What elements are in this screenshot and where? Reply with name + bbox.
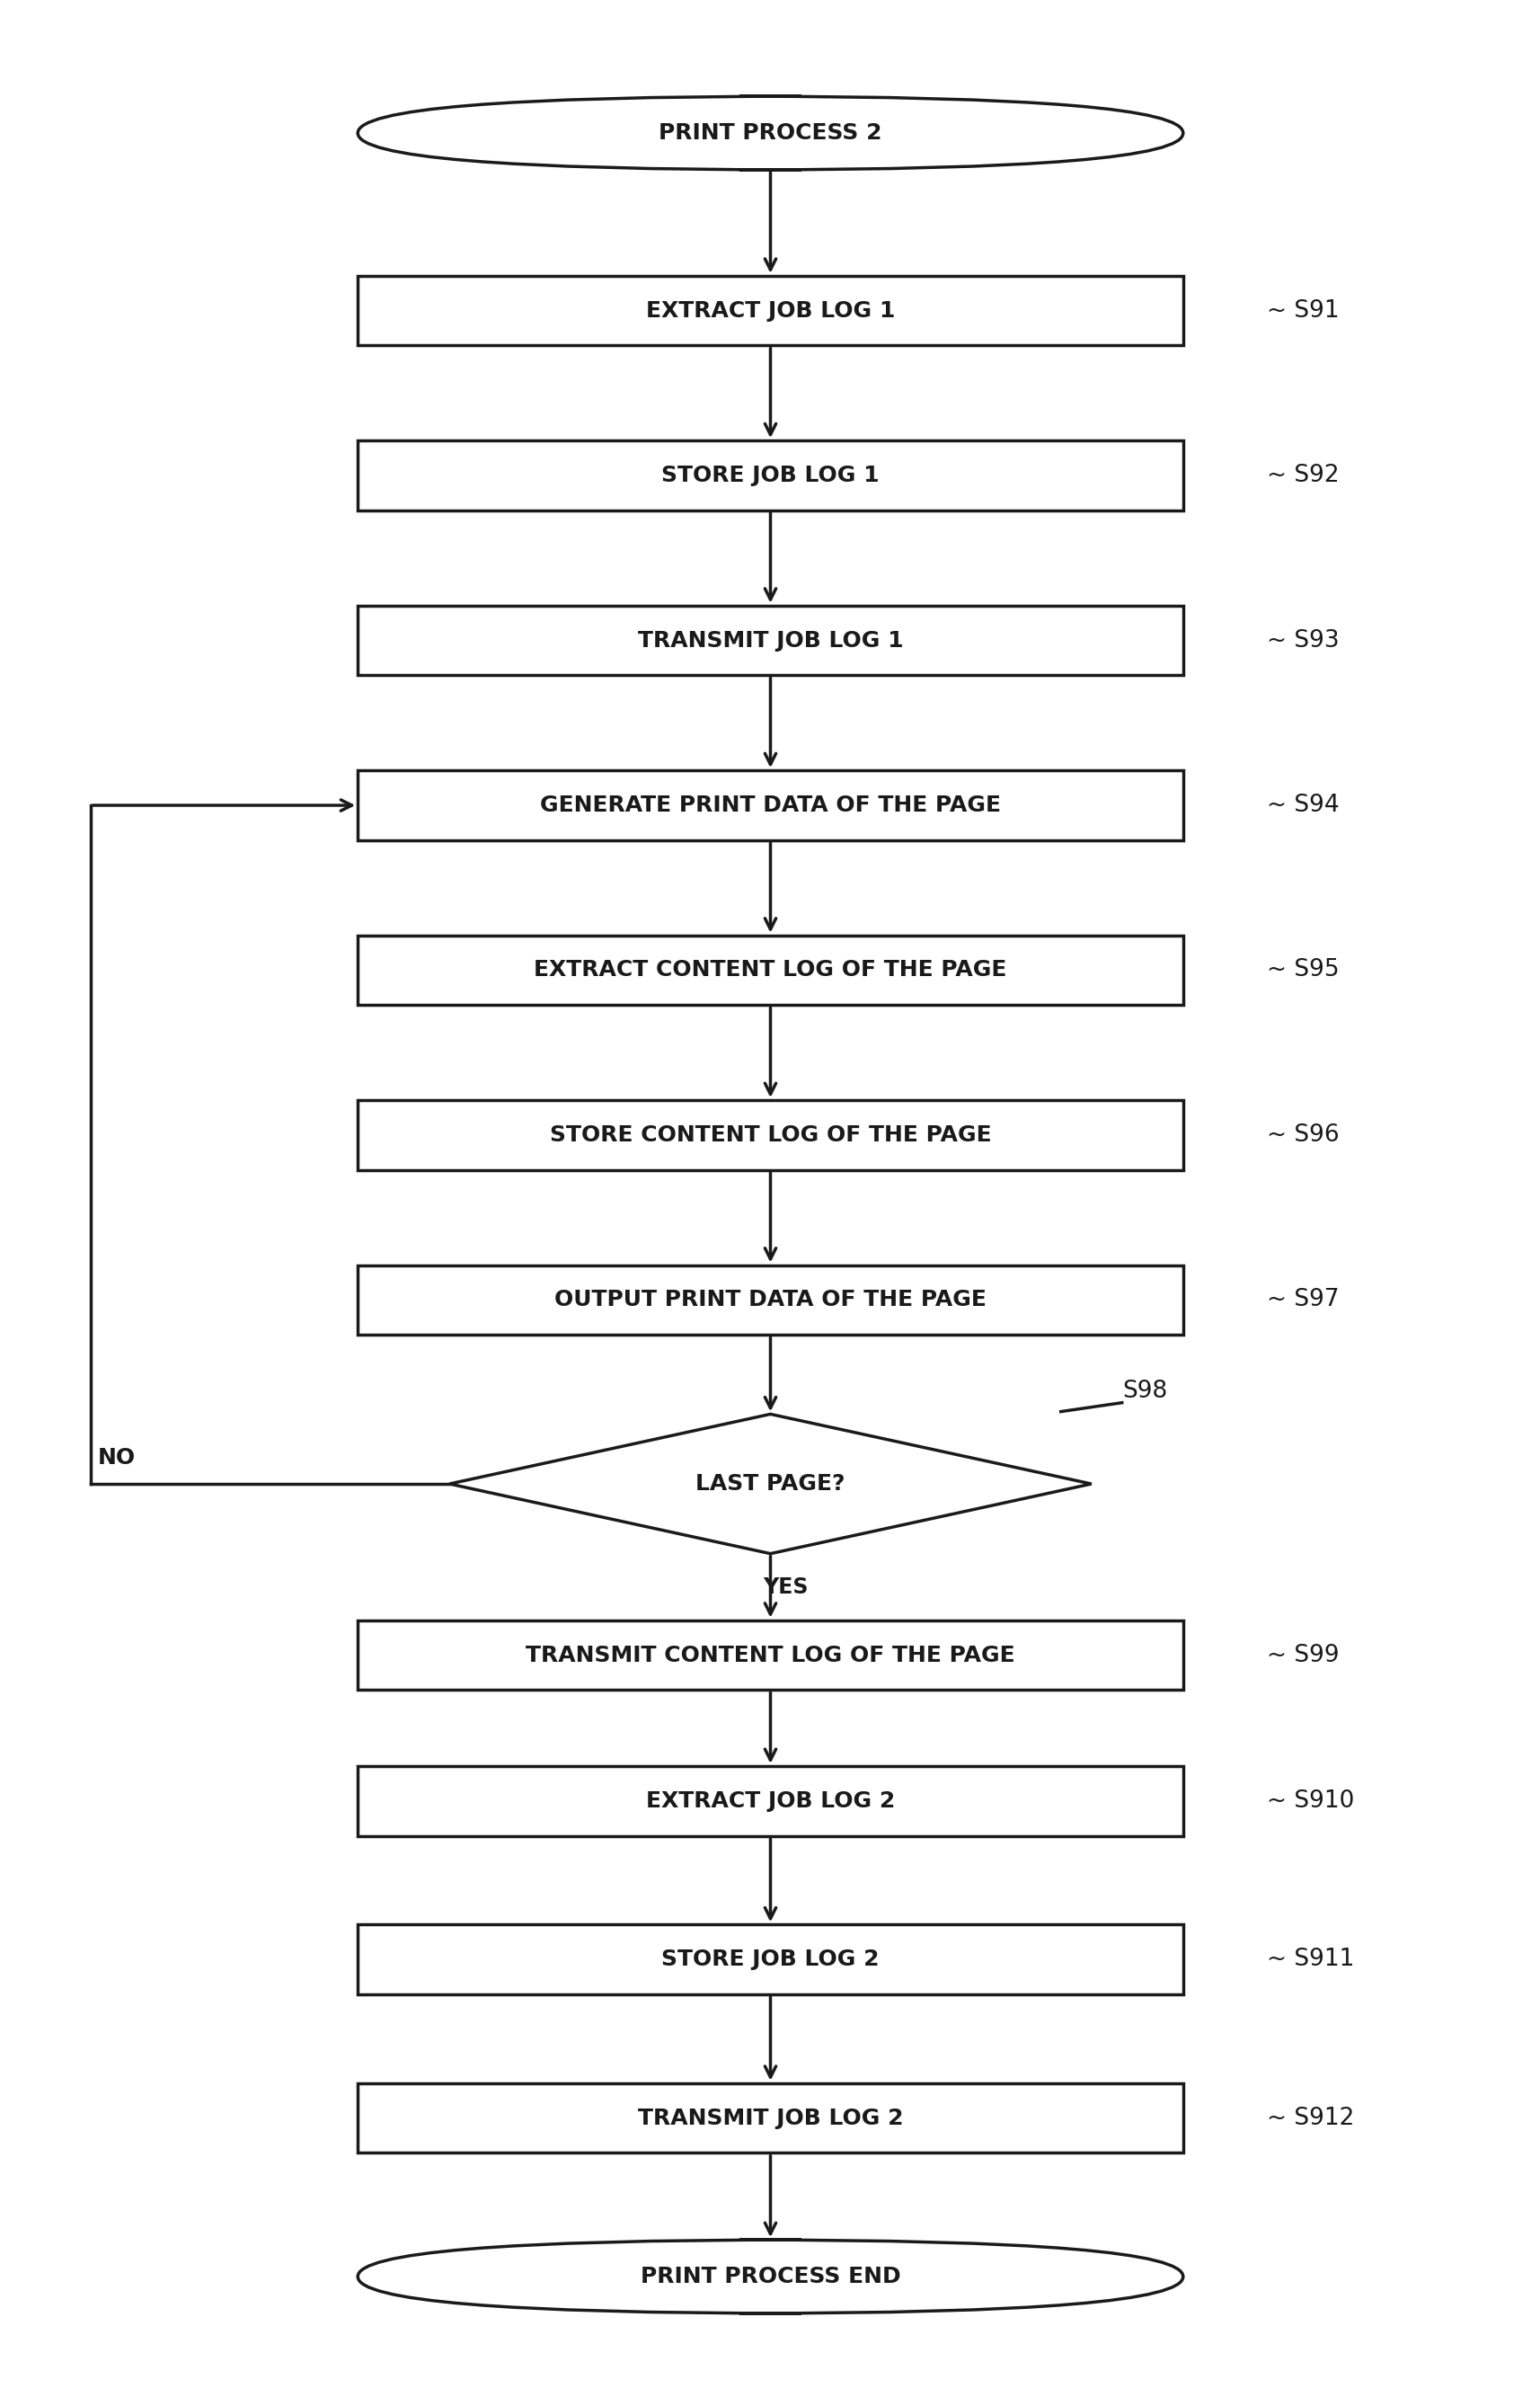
Text: ~ S92: ~ S92 xyxy=(1266,465,1338,487)
Text: OUTPUT PRINT DATA OF THE PAGE: OUTPUT PRINT DATA OF THE PAGE xyxy=(554,1290,986,1311)
Text: ~ S97: ~ S97 xyxy=(1266,1287,1338,1311)
Bar xyxy=(357,769,1183,841)
Text: STORE CONTENT LOG OF THE PAGE: STORE CONTENT LOG OF THE PAGE xyxy=(550,1124,990,1146)
Text: ~ S912: ~ S912 xyxy=(1266,2107,1354,2131)
Text: EXTRACT JOB LOG 2: EXTRACT JOB LOG 2 xyxy=(645,1791,895,1812)
FancyBboxPatch shape xyxy=(357,96,1183,170)
Text: TRANSMIT JOB LOG 1: TRANSMIT JOB LOG 1 xyxy=(638,630,902,652)
Text: GENERATE PRINT DATA OF THE PAGE: GENERATE PRINT DATA OF THE PAGE xyxy=(539,793,1001,815)
Bar xyxy=(357,1620,1183,1690)
Text: PRINT PROCESS END: PRINT PROCESS END xyxy=(641,2265,899,2287)
Bar xyxy=(357,935,1183,1004)
Bar xyxy=(357,276,1183,345)
Text: NO: NO xyxy=(99,1448,136,1469)
Text: STORE JOB LOG 1: STORE JOB LOG 1 xyxy=(661,465,879,487)
FancyBboxPatch shape xyxy=(357,2239,1183,2313)
Text: TRANSMIT CONTENT LOG OF THE PAGE: TRANSMIT CONTENT LOG OF THE PAGE xyxy=(525,1644,1015,1666)
Bar xyxy=(357,1100,1183,1170)
Text: LAST PAGE?: LAST PAGE? xyxy=(695,1474,845,1496)
Text: EXTRACT JOB LOG 1: EXTRACT JOB LOG 1 xyxy=(645,300,895,321)
Bar xyxy=(357,1925,1183,1994)
Text: ~ S95: ~ S95 xyxy=(1266,959,1338,983)
Text: S98: S98 xyxy=(1121,1378,1166,1402)
Text: ~ S91: ~ S91 xyxy=(1266,300,1338,321)
Text: PRINT PROCESS 2: PRINT PROCESS 2 xyxy=(659,122,881,144)
Text: YES: YES xyxy=(762,1577,808,1599)
Text: STORE JOB LOG 2: STORE JOB LOG 2 xyxy=(661,1949,879,1970)
Bar xyxy=(357,441,1183,511)
Text: ~ S99: ~ S99 xyxy=(1266,1644,1338,1666)
Text: ~ S93: ~ S93 xyxy=(1266,628,1338,652)
Text: ~ S911: ~ S911 xyxy=(1266,1949,1354,1970)
Text: ~ S910: ~ S910 xyxy=(1266,1788,1354,1812)
Polygon shape xyxy=(450,1414,1090,1553)
Bar xyxy=(357,1767,1183,1836)
Text: ~ S94: ~ S94 xyxy=(1266,793,1338,817)
Text: EXTRACT CONTENT LOG OF THE PAGE: EXTRACT CONTENT LOG OF THE PAGE xyxy=(534,959,1006,980)
Text: ~ S96: ~ S96 xyxy=(1266,1124,1338,1146)
Text: TRANSMIT JOB LOG 2: TRANSMIT JOB LOG 2 xyxy=(638,2107,902,2129)
Bar xyxy=(357,2083,1183,2153)
Bar xyxy=(357,1266,1183,1335)
Bar xyxy=(357,606,1183,676)
